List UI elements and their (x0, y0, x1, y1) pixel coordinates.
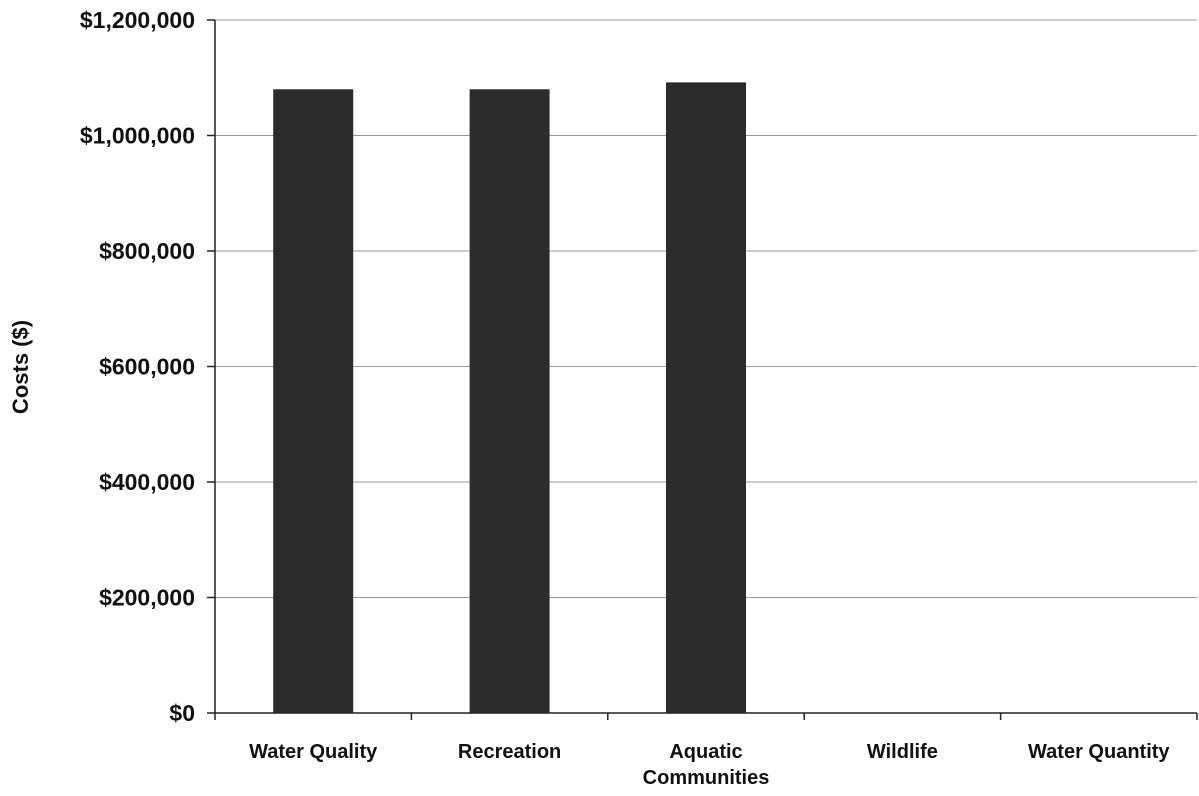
y-tick-label: $200,000 (99, 585, 195, 611)
x-tick-label: Recreation (458, 741, 561, 763)
bar (470, 89, 550, 713)
x-tick-labels: Water Quality Recreation Aquatic Communitie… (249, 741, 1170, 789)
bars (273, 82, 746, 713)
y-tick-labels: $0 $200,000 $400,000 $600,000 $800,000 $1,000… (80, 7, 195, 726)
bar (666, 82, 746, 713)
bar (273, 89, 353, 713)
y-tick-label: $800,000 (99, 238, 195, 264)
x-tick-label: Water Quantity (1028, 741, 1170, 763)
y-tick-label: $1,200,000 (80, 7, 195, 33)
y-tick-label: $1,000,000 (80, 123, 195, 149)
x-tick-label: Aquatic Communities (643, 741, 770, 789)
y-tick-label: $0 (169, 700, 195, 726)
x-tick-label: Wildlife (867, 741, 938, 763)
y-tick-label: $400,000 (99, 469, 195, 495)
x-tick-label: Water Quality (249, 741, 378, 763)
y-axis-title: Costs ($) (8, 320, 33, 414)
y-tick-label: $600,000 (99, 354, 195, 380)
